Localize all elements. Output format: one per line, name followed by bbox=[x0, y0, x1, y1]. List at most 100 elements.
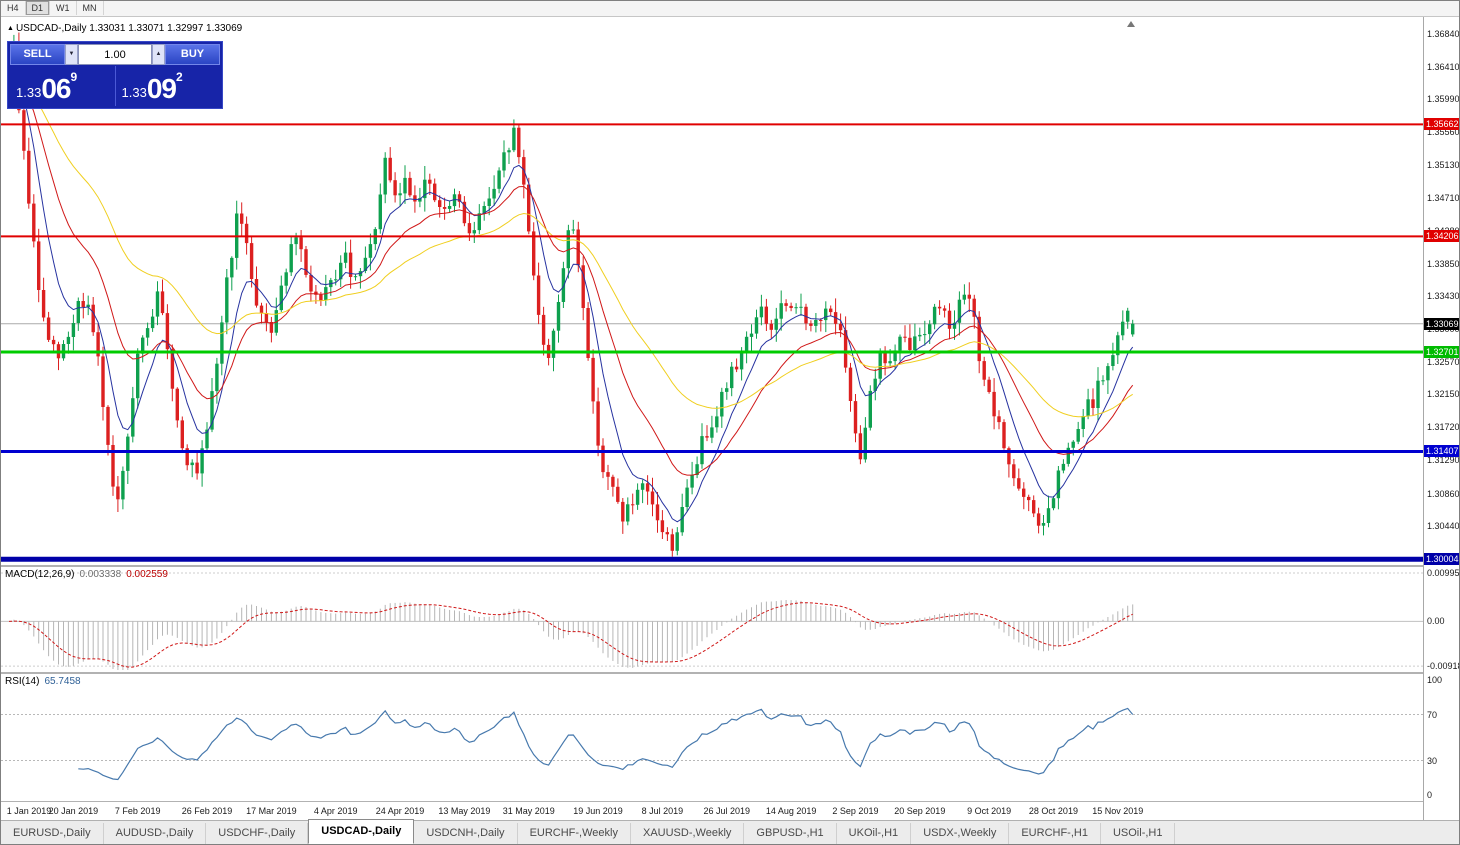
tab-usdcad-daily[interactable]: USDCAD-,Daily bbox=[308, 819, 415, 844]
time-tick-label: 13 May 2019 bbox=[438, 806, 491, 816]
price-tick-label: 1.35560 bbox=[1427, 127, 1459, 138]
ask-prefix: 1.33 bbox=[121, 85, 147, 100]
one-click-trading-widget: SELL ▼ ▲ BUY 1.33 06 9 1.33 09 2 bbox=[7, 41, 223, 109]
time-tick-label: 31 May 2019 bbox=[502, 806, 555, 816]
ask-price-button[interactable]: 1.33 09 2 bbox=[116, 66, 221, 106]
price-tick-label: 1.35130 bbox=[1427, 160, 1459, 171]
rsi-scale-label: 30 bbox=[1427, 755, 1438, 766]
ask-big-digits: 09 bbox=[146, 73, 177, 105]
tab-audusd-daily[interactable]: AUDUSD-,Daily bbox=[104, 823, 207, 844]
tab-ukoil-h1[interactable]: UKOil-,H1 bbox=[837, 823, 912, 844]
volume-input[interactable] bbox=[78, 44, 152, 65]
volume-increase-button[interactable]: ▲ bbox=[152, 44, 165, 65]
time-tick-label: 20 Jan 2019 bbox=[48, 806, 99, 816]
rsi-pane[interactable]: RSI(14) 65.7458 bbox=[1, 674, 1423, 801]
price-tick-label: 1.30860 bbox=[1427, 488, 1459, 499]
macd-label: MACD(12,26,9) 0.003338 0.002559 bbox=[5, 569, 168, 580]
time-tick-label: 1 Jan 2019 bbox=[6, 806, 52, 816]
level-price-tag: 1.30004 bbox=[1424, 553, 1459, 565]
bid-prefix: 1.33 bbox=[16, 85, 42, 100]
bid-price-button[interactable]: 1.33 06 9 bbox=[10, 66, 116, 106]
price-tick-label: 1.31290 bbox=[1427, 455, 1459, 466]
time-tick-label: 15 Nov 2019 bbox=[1092, 806, 1144, 816]
macd-scale-label: -0.009187 bbox=[1427, 661, 1459, 672]
time-tick-label: 26 Jul 2019 bbox=[703, 806, 751, 816]
timeframe-button-h4[interactable]: H4 bbox=[1, 1, 26, 15]
tab-usdcnh-daily[interactable]: USDCNH-,Daily bbox=[414, 823, 518, 844]
timeframe-toolbar: H4 D1 W1 MN bbox=[1, 1, 1459, 17]
rsi-label: RSI(14) 65.7458 bbox=[5, 676, 81, 687]
price-chart-pane[interactable]: ▲ USDCAD-,Daily 1.33031 1.33071 1.32997 1… bbox=[1, 17, 1423, 565]
price-tick-label: 1.35990 bbox=[1427, 94, 1459, 105]
price-tick-label: 1.34710 bbox=[1427, 192, 1459, 203]
macd-main-value: 0.003338 bbox=[79, 569, 122, 580]
timeframe-button-w1[interactable]: W1 bbox=[50, 1, 77, 15]
time-tick-label: 4 Apr 2019 bbox=[313, 806, 358, 816]
level-price-tag: 1.31407 bbox=[1424, 445, 1459, 458]
chart-ohlc-title: ▲ USDCAD-,Daily 1.33031 1.33071 1.32997 1… bbox=[7, 23, 242, 34]
chart-tabs-bar: EURUSD-,Daily AUDUSD-,Daily USDCHF-,Daily U… bbox=[1, 819, 1459, 844]
tab-usoil-h1[interactable]: USOil-,H1 bbox=[1101, 823, 1176, 844]
rsi-scale-label: 100 bbox=[1427, 675, 1443, 685]
timeframe-button-d1[interactable]: D1 bbox=[25, 1, 51, 15]
rsi-scale-label: 0 bbox=[1427, 790, 1433, 800]
time-tick-label: 19 Jun 2019 bbox=[573, 806, 623, 816]
time-tick-label: 20 Sep 2019 bbox=[894, 806, 946, 816]
tab-usdx-weekly[interactable]: USDX-,Weekly bbox=[911, 823, 1010, 844]
current-price-tag: 1.33069 bbox=[1424, 317, 1459, 330]
buy-button[interactable]: BUY bbox=[165, 44, 220, 65]
level-price-tag: 1.32701 bbox=[1424, 346, 1459, 359]
rsi-plot[interactable] bbox=[1, 674, 1423, 801]
volume-decrease-button[interactable]: ▼ bbox=[65, 44, 78, 65]
time-tick-label: 28 Oct 2019 bbox=[1028, 806, 1078, 816]
price-tick-label: 1.31720 bbox=[1427, 422, 1459, 433]
macd-scale-label: 0.009957 bbox=[1427, 568, 1459, 579]
price-tick-label: 1.32150 bbox=[1427, 389, 1459, 400]
level-price-tag: 1.34206 bbox=[1424, 230, 1459, 243]
price-tick-label: 1.33850 bbox=[1427, 258, 1459, 269]
time-tick-label: 7 Feb 2019 bbox=[114, 806, 161, 816]
tab-usdchf-daily[interactable]: USDCHF-,Daily bbox=[206, 823, 309, 844]
price-tick-label: 1.36840 bbox=[1427, 28, 1459, 39]
time-tick-label: 9 Oct 2019 bbox=[967, 806, 1012, 816]
level-price-tag: 1.35662 bbox=[1424, 118, 1459, 131]
rsi-scale-label: 70 bbox=[1427, 709, 1438, 720]
tab-eurchf-h1[interactable]: EURCHF-,H1 bbox=[1009, 823, 1101, 844]
ask-pipette: 2 bbox=[175, 70, 183, 84]
time-tick-label: 17 Mar 2019 bbox=[246, 806, 297, 816]
price-tick-label: 1.33430 bbox=[1427, 290, 1459, 301]
candlestick-plot[interactable] bbox=[1, 17, 1423, 565]
scale-divider bbox=[1423, 17, 1424, 820]
scroll-to-end-icon bbox=[1127, 21, 1135, 27]
time-tick-label: 26 Feb 2019 bbox=[181, 806, 233, 816]
time-tick-label: 24 Apr 2019 bbox=[375, 806, 425, 816]
time-axis[interactable]: 1 Jan 2019 20 Jan 2019 7 Feb 2019 26 Feb 20… bbox=[1, 802, 1423, 820]
rsi-value: 65.7458 bbox=[44, 676, 81, 687]
tab-xauusd-weekly[interactable]: XAUUSD-,Weekly bbox=[631, 823, 745, 844]
timeframe-button-mn[interactable]: MN bbox=[77, 1, 104, 15]
macd-signal-value: 0.002559 bbox=[126, 569, 168, 580]
tick-direction-icon: ▲ bbox=[7, 25, 14, 32]
tab-eurusd-daily[interactable]: EURUSD-,Daily bbox=[1, 823, 104, 844]
pane-separator bbox=[1, 801, 1459, 802]
tab-gbpusd-h1[interactable]: GBPUSD-,H1 bbox=[744, 823, 837, 844]
sell-button[interactable]: SELL bbox=[10, 44, 65, 65]
price-tick-label: 1.32570 bbox=[1427, 357, 1459, 368]
macd-scale-label: 0.00 bbox=[1427, 616, 1445, 627]
bid-big-digits: 06 bbox=[41, 73, 71, 105]
time-tick-label: 14 Aug 2019 bbox=[765, 806, 817, 816]
pane-separator[interactable] bbox=[1, 565, 1459, 567]
time-tick-label: 2 Sep 2019 bbox=[832, 806, 879, 816]
macd-pane[interactable]: MACD(12,26,9) 0.003338 0.002559 bbox=[1, 567, 1423, 672]
chart-workspace: ▲ USDCAD-,Daily 1.33031 1.33071 1.32997 1… bbox=[1, 17, 1459, 820]
price-tick-label: 1.30440 bbox=[1427, 520, 1459, 531]
price-scale[interactable]: 1.36840 1.36410 1.35990 1.35560 1.35130 1.347… bbox=[1424, 17, 1459, 820]
tab-eurchf-weekly[interactable]: EURCHF-,Weekly bbox=[518, 823, 631, 844]
bid-pipette: 9 bbox=[70, 70, 78, 84]
price-tick-label: 1.36410 bbox=[1427, 61, 1459, 72]
time-tick-label: 8 Jul 2019 bbox=[641, 806, 684, 816]
macd-plot[interactable] bbox=[1, 567, 1423, 672]
chart-title-text: USDCAD-,Daily 1.33031 1.33071 1.32997 1.… bbox=[15, 23, 243, 34]
pane-separator[interactable] bbox=[1, 672, 1459, 674]
